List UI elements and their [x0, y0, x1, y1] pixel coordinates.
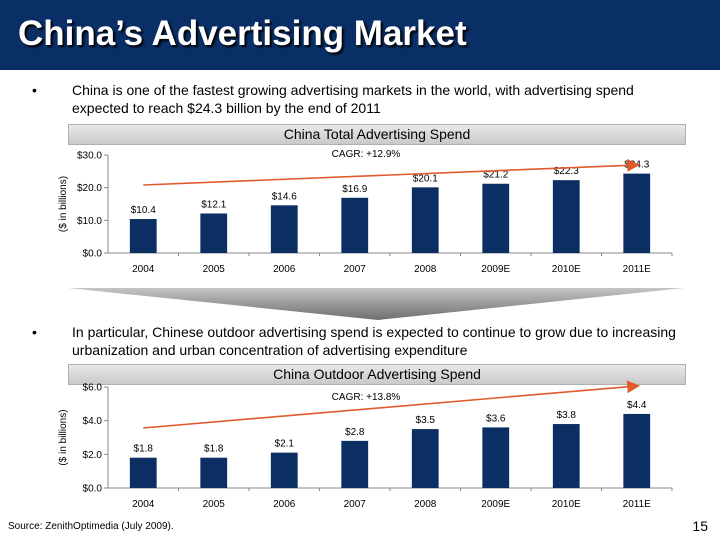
- x-tick-label: 2009E: [481, 264, 510, 275]
- data-label: $3.6: [486, 413, 506, 424]
- data-label: $2.8: [345, 427, 365, 438]
- data-label: $4.4: [627, 400, 647, 411]
- y-axis-label: ($ in billions): [58, 409, 69, 465]
- title-bar: China’s Advertising Market: [0, 0, 720, 70]
- x-tick-label: 2004: [132, 264, 155, 275]
- page-number: 15: [692, 518, 708, 534]
- x-tick-label: 2008: [414, 499, 437, 510]
- x-tick-label: 2005: [203, 264, 226, 275]
- cagr-trend-arrow: [143, 380, 640, 429]
- data-label: $22.3: [554, 166, 579, 177]
- data-label: $3.8: [557, 410, 577, 421]
- x-tick-label: 2006: [273, 499, 296, 510]
- x-tick-label: 2009E: [481, 499, 510, 510]
- data-label: $21.2: [483, 170, 508, 181]
- bullet-2: • In particular, Chinese outdoor adverti…: [32, 323, 694, 359]
- cagr-trend-arrow: [143, 158, 640, 186]
- bar: [482, 183, 510, 253]
- data-label: $2.1: [275, 439, 295, 450]
- cagr-annotation: CAGR: +13.8%: [332, 392, 401, 403]
- y-tick-label: $2.0: [83, 450, 103, 461]
- data-label: $12.1: [201, 199, 226, 210]
- x-tick-label: 2005: [203, 499, 226, 510]
- data-label: $3.5: [416, 415, 436, 426]
- bar: [129, 219, 157, 253]
- x-tick-label: 2008: [414, 264, 437, 275]
- chart1-total-advertising: $0.0 $10.0 $20.0 $30.0 ($ in billions) $10.4 2…: [58, 149, 673, 275]
- x-tick-label: 2007: [344, 264, 367, 275]
- bar: [552, 424, 580, 488]
- chart1-title: China Total Advertising Spend: [68, 124, 686, 145]
- bar: [623, 173, 651, 253]
- bullet-dot: •: [32, 82, 37, 98]
- bar: [411, 429, 439, 488]
- x-tick-label: 2011E: [623, 264, 652, 275]
- y-tick-label: $20.0: [77, 183, 102, 194]
- x-tick-label: 2011E: [623, 499, 652, 510]
- bar: [341, 197, 369, 253]
- bar: [270, 205, 298, 253]
- bullet-dot: •: [32, 324, 37, 340]
- data-label: $1.8: [204, 444, 224, 455]
- bar: [129, 457, 157, 488]
- x-tick-label: 2007: [344, 499, 367, 510]
- bullet-1-text: China is one of the fastest growing adve…: [72, 82, 634, 116]
- y-axis-label: ($ in billions): [58, 176, 69, 232]
- bar: [482, 427, 510, 488]
- cagr-annotation: CAGR: +12.9%: [332, 149, 401, 160]
- bar: [200, 457, 228, 488]
- chart2-outdoor-advertising: $0.0 $2.0 $4.0 $6.0 ($ in billions) $1.8 2004 $…: [58, 380, 673, 510]
- source-note: Source: ZenithOptimedia (July 2009).: [8, 521, 174, 532]
- y-tick-label: $30.0: [77, 151, 102, 162]
- bullet-1: • China is one of the fastest growing ad…: [32, 81, 694, 117]
- y-tick-label: $10.0: [77, 216, 102, 227]
- data-label: $1.8: [134, 444, 154, 455]
- data-label: $20.1: [413, 173, 438, 184]
- x-tick-label: 2004: [132, 499, 155, 510]
- bar: [623, 413, 651, 488]
- bar: [411, 187, 439, 253]
- y-tick-label: $0.0: [83, 484, 103, 495]
- chart2-title: China Outdoor Advertising Spend: [68, 364, 686, 385]
- x-tick-label: 2006: [273, 264, 296, 275]
- data-label: $14.6: [272, 191, 297, 202]
- y-tick-label: $4.0: [83, 416, 103, 427]
- bar: [200, 213, 228, 253]
- x-tick-label: 2010E: [552, 499, 581, 510]
- x-tick-label: 2010E: [552, 264, 581, 275]
- data-label: $10.4: [131, 205, 156, 216]
- bar: [341, 440, 369, 488]
- y-tick-label: $6.0: [83, 383, 103, 394]
- bullet-2-text: In particular, Chinese outdoor advertisi…: [72, 324, 676, 358]
- bar: [270, 452, 298, 488]
- data-label: $16.9: [342, 184, 367, 195]
- y-tick-label: $0.0: [83, 249, 103, 260]
- slide-title: China’s Advertising Market: [18, 14, 467, 53]
- bar: [552, 180, 580, 253]
